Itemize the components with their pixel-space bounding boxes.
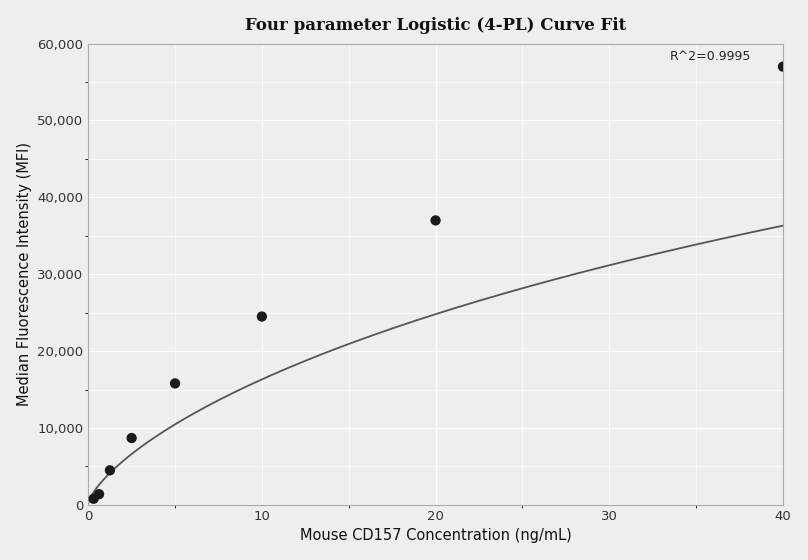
Point (429, 216, 442, 225)
Point (169, 379, 182, 388)
Point (93, 489, 106, 498)
Point (776, 62, 789, 71)
Point (255, 312, 268, 321)
Title: Four parameter Logistic (4-PL) Curve Fit: Four parameter Logistic (4-PL) Curve Fit (245, 17, 626, 34)
X-axis label: Mouse CD157 Concentration (ng/mL): Mouse CD157 Concentration (ng/mL) (300, 528, 571, 543)
Point (103, 466, 116, 475)
Point (125, 433, 138, 442)
Y-axis label: Median Fluorescence Intensity (MFI): Median Fluorescence Intensity (MFI) (17, 142, 32, 406)
Point (87, 494, 100, 503)
Text: R^2=0.9995: R^2=0.9995 (670, 50, 751, 63)
